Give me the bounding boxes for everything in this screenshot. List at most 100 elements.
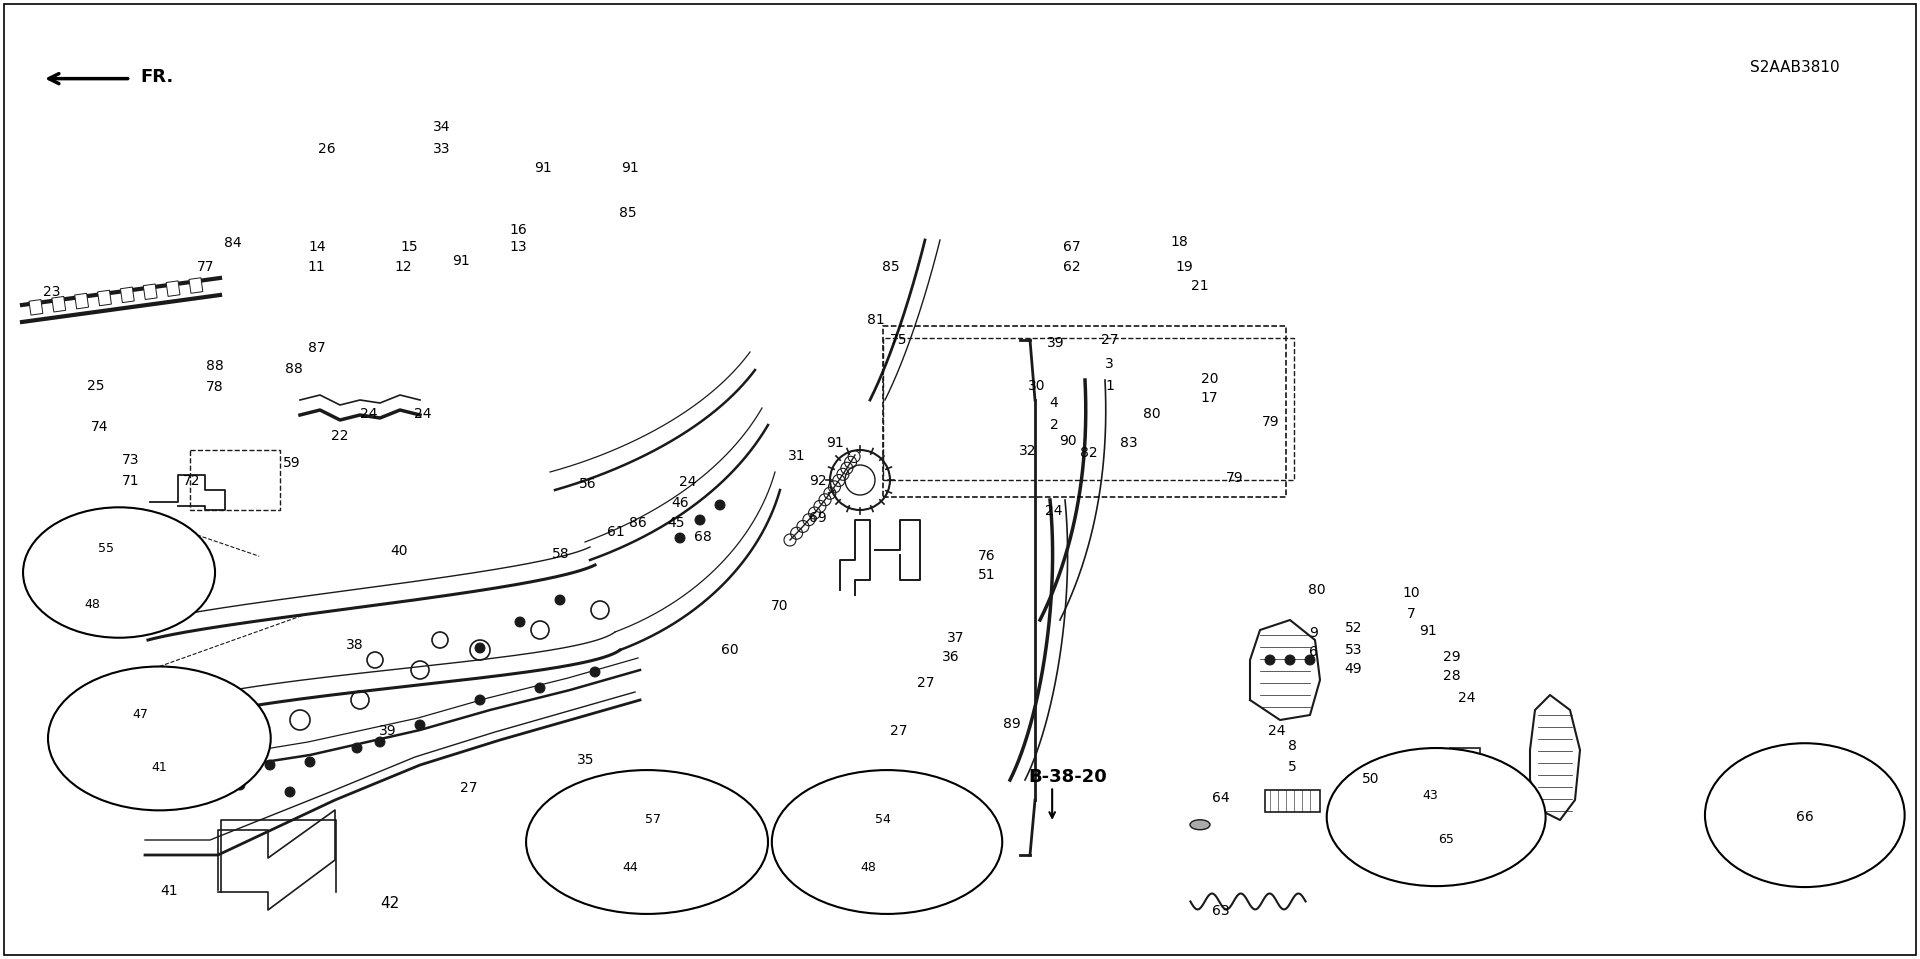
Text: 37: 37 xyxy=(947,631,966,644)
Ellipse shape xyxy=(1705,743,1905,887)
Text: 85: 85 xyxy=(618,206,637,220)
Text: 67: 67 xyxy=(1062,241,1081,254)
Bar xyxy=(883,338,1294,480)
Text: 1: 1 xyxy=(1106,379,1114,392)
Text: 91: 91 xyxy=(1419,624,1438,638)
Circle shape xyxy=(265,760,275,770)
Ellipse shape xyxy=(526,770,768,914)
Circle shape xyxy=(284,787,296,797)
Text: 88: 88 xyxy=(205,360,225,373)
Text: 42: 42 xyxy=(380,896,399,911)
Circle shape xyxy=(536,683,545,693)
Bar xyxy=(75,293,88,309)
Text: 24: 24 xyxy=(359,408,378,421)
Text: 39: 39 xyxy=(1046,337,1066,350)
Text: 3: 3 xyxy=(1106,358,1114,371)
Bar xyxy=(1265,790,1321,812)
Text: 82: 82 xyxy=(1079,446,1098,459)
Bar xyxy=(167,281,180,296)
Text: 26: 26 xyxy=(317,142,336,155)
Circle shape xyxy=(515,617,524,627)
Text: 54: 54 xyxy=(876,813,891,827)
Circle shape xyxy=(695,515,705,525)
Text: 35: 35 xyxy=(576,753,595,766)
Text: 71: 71 xyxy=(121,475,140,488)
Text: 83: 83 xyxy=(1119,436,1139,450)
Text: 90: 90 xyxy=(1058,434,1077,448)
Text: 68: 68 xyxy=(693,530,712,544)
Text: 41: 41 xyxy=(152,760,167,774)
Ellipse shape xyxy=(1327,748,1546,886)
Text: 27: 27 xyxy=(889,724,908,737)
Text: 56: 56 xyxy=(578,478,597,491)
Bar xyxy=(1450,748,1480,766)
Text: 17: 17 xyxy=(1200,391,1219,405)
Text: 78: 78 xyxy=(205,381,225,394)
Text: 47: 47 xyxy=(132,708,148,721)
Text: 27: 27 xyxy=(459,782,478,795)
Text: B-38-20: B-38-20 xyxy=(1027,768,1108,785)
Text: 64: 64 xyxy=(1212,791,1231,805)
Text: 73: 73 xyxy=(121,454,140,467)
Ellipse shape xyxy=(23,507,215,638)
Text: 88: 88 xyxy=(284,363,303,376)
Text: 16: 16 xyxy=(509,223,528,237)
Circle shape xyxy=(1265,655,1275,665)
Text: 22: 22 xyxy=(330,430,349,443)
Text: 24: 24 xyxy=(678,476,697,489)
Text: 39: 39 xyxy=(378,724,397,737)
Text: 41: 41 xyxy=(159,884,179,898)
Text: 30: 30 xyxy=(1027,379,1046,392)
Text: 91: 91 xyxy=(451,254,470,268)
Text: 32: 32 xyxy=(1018,444,1037,457)
Text: 69: 69 xyxy=(808,511,828,525)
Text: S2AAB3810: S2AAB3810 xyxy=(1749,59,1839,75)
Text: 62: 62 xyxy=(1062,260,1081,273)
Text: 7: 7 xyxy=(1407,607,1415,620)
Text: 74: 74 xyxy=(90,420,109,433)
Text: 89: 89 xyxy=(1002,717,1021,731)
Ellipse shape xyxy=(48,667,271,810)
Bar xyxy=(190,450,280,510)
Text: 86: 86 xyxy=(628,516,647,529)
Ellipse shape xyxy=(1190,820,1210,830)
Text: 18: 18 xyxy=(1169,235,1188,248)
Text: 91: 91 xyxy=(534,161,553,175)
Text: 10: 10 xyxy=(1402,586,1421,599)
Text: 21: 21 xyxy=(1190,279,1210,292)
Bar xyxy=(188,278,204,293)
Text: 53: 53 xyxy=(1344,643,1363,657)
Text: 29: 29 xyxy=(1442,650,1461,664)
Text: 24: 24 xyxy=(413,408,432,421)
Text: 63: 63 xyxy=(1212,904,1231,918)
Text: 24: 24 xyxy=(1044,504,1064,518)
Text: 2: 2 xyxy=(1050,418,1058,432)
Text: 91: 91 xyxy=(620,161,639,175)
Circle shape xyxy=(714,500,726,510)
Text: 24: 24 xyxy=(1267,724,1286,737)
Text: 34: 34 xyxy=(432,120,451,133)
Text: 38: 38 xyxy=(346,639,365,652)
Text: 75: 75 xyxy=(889,334,908,347)
Circle shape xyxy=(589,667,599,677)
Circle shape xyxy=(415,720,424,730)
Text: 8: 8 xyxy=(1288,739,1296,753)
Circle shape xyxy=(234,780,246,790)
Text: 6: 6 xyxy=(1309,645,1317,659)
Bar xyxy=(144,284,157,299)
Text: 92: 92 xyxy=(808,475,828,488)
Text: 20: 20 xyxy=(1200,372,1219,386)
Text: FR.: FR. xyxy=(140,68,173,85)
Text: 19: 19 xyxy=(1175,260,1194,273)
Text: 79: 79 xyxy=(1261,415,1281,429)
Circle shape xyxy=(351,743,363,753)
Text: 9: 9 xyxy=(1309,626,1317,640)
Text: 91: 91 xyxy=(826,436,845,450)
Text: 66: 66 xyxy=(1795,810,1814,824)
Bar xyxy=(121,287,134,303)
Text: 44: 44 xyxy=(622,861,637,875)
Circle shape xyxy=(1284,655,1294,665)
Text: 55: 55 xyxy=(98,542,113,555)
Circle shape xyxy=(676,533,685,543)
Text: 27: 27 xyxy=(916,676,935,690)
